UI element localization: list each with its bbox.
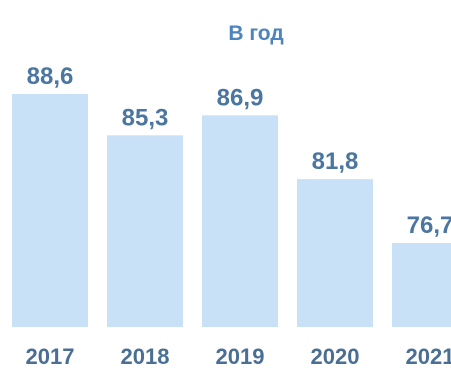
- value-label-2017: 88,6: [27, 63, 74, 90]
- chart-title: В год: [228, 22, 283, 45]
- category-label-2020: 2020: [311, 344, 360, 369]
- bars-group: [12, 94, 451, 328]
- bar-2017: [12, 94, 88, 327]
- value-labels-group: 88,6 85,3 86,9 81,8 76,7: [27, 63, 451, 239]
- bar-2019: [202, 115, 278, 328]
- category-label-2017: 2017: [26, 344, 75, 369]
- category-label-2018: 2018: [121, 344, 170, 369]
- category-labels-group: 2017 2018 2019 2020 2021: [26, 344, 451, 369]
- bar-2020: [297, 179, 373, 327]
- value-label-2018: 85,3: [122, 104, 169, 131]
- category-label-2021: 2021: [406, 344, 451, 369]
- bar-2018: [107, 135, 183, 327]
- bar-2021: [392, 243, 451, 327]
- value-label-2019: 86,9: [217, 84, 264, 111]
- category-label-2019: 2019: [216, 344, 265, 369]
- value-label-2020: 81,8: [312, 148, 359, 175]
- value-label-2021: 76,7: [407, 212, 451, 239]
